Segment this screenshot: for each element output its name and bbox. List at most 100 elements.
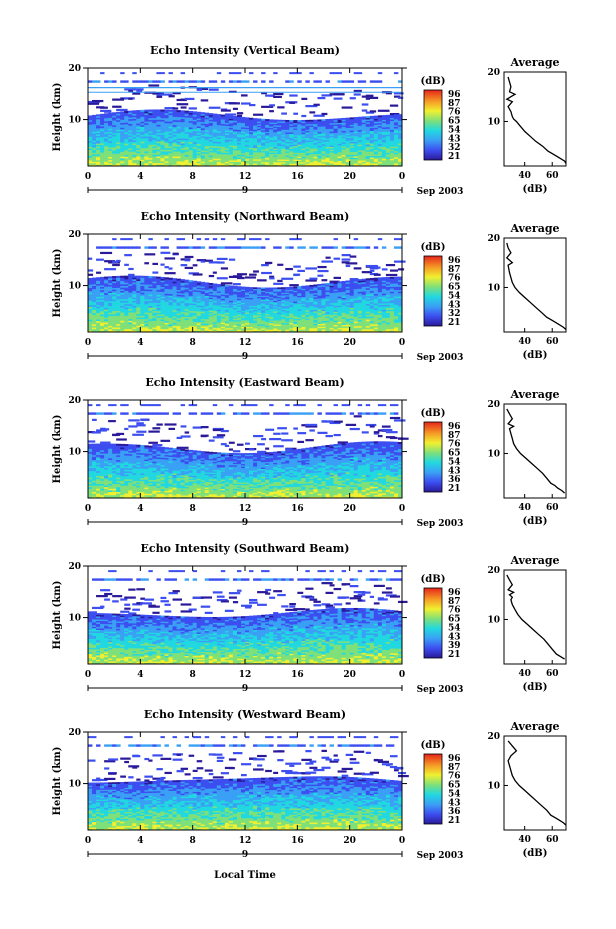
heatmap-cell — [265, 305, 270, 308]
heatmap-cell — [253, 113, 264, 116]
heatmap-cell — [132, 126, 137, 129]
heatmap-cell — [96, 283, 101, 286]
heatmap-cell — [269, 160, 274, 163]
heatmap-cell — [321, 94, 333, 97]
heatmap-cell — [120, 302, 125, 305]
heatmap-cell — [104, 289, 109, 292]
heatmap-cell — [180, 120, 186, 123]
heatmap-cell — [337, 118, 343, 121]
heatmap-cell — [176, 139, 181, 142]
heatmap-cell — [180, 307, 186, 310]
heatmap-cell — [92, 150, 97, 153]
heatmap-cell — [293, 315, 298, 318]
heatmap-cell — [168, 312, 173, 315]
heatmap-cell — [232, 314, 238, 317]
heatmap-cell — [269, 303, 274, 305]
heatmap-cell — [232, 126, 238, 129]
heatmap-cell — [176, 283, 181, 286]
heatmap-cell — [136, 287, 141, 290]
heatmap-cell — [136, 126, 141, 129]
heatmap-cell — [104, 158, 109, 161]
heatmap-cell — [144, 320, 149, 323]
day-label: 9 — [242, 186, 248, 196]
heatmap-cell — [293, 298, 298, 301]
heatmap-cell — [361, 122, 367, 125]
heatmap-cell — [116, 297, 121, 300]
heatmap-cell — [277, 314, 282, 317]
heatmap-cell — [124, 318, 129, 321]
heatmap-cell — [196, 150, 202, 153]
heatmap-cell — [273, 135, 278, 138]
heatmap-cell — [192, 309, 198, 312]
heatmap-cell — [212, 118, 218, 121]
heatmap-cell — [249, 143, 254, 146]
heatmap-cell — [305, 141, 310, 144]
heatmap-cell — [156, 139, 161, 142]
heatmap-cell — [285, 159, 290, 161]
heatmap-cell — [305, 122, 310, 125]
heatmap-cell — [245, 130, 250, 133]
heatmap-cell — [361, 147, 367, 149]
heatmap-cell — [301, 289, 306, 292]
heatmap-cell — [92, 114, 97, 117]
heatmap-cell — [192, 148, 198, 151]
heatmap-cell — [132, 293, 137, 296]
heatmap-cell — [120, 315, 125, 318]
heatmap-cell — [196, 116, 202, 119]
heatmap-cell — [245, 160, 250, 163]
heatmap-cell — [257, 131, 262, 133]
heatmap-cell — [269, 127, 274, 130]
heatmap-cell — [104, 279, 109, 282]
heatmap-cell — [152, 161, 157, 164]
heatmap-cell — [228, 299, 234, 301]
heatmap-cell — [228, 118, 234, 121]
heatmap-cell — [289, 314, 294, 317]
heatmap-cell — [164, 314, 169, 317]
heatmap-cell — [253, 144, 258, 147]
heatmap-cell — [261, 328, 266, 330]
heatmap-cell — [184, 288, 190, 291]
heatmap-cell — [285, 320, 290, 322]
heatmap-cell — [92, 307, 97, 310]
heatmap-cell — [152, 132, 157, 135]
heatmap-cell — [152, 309, 157, 312]
heatmap-cell — [325, 159, 330, 161]
heatmap-cell — [317, 134, 322, 137]
heatmap-cell — [301, 321, 306, 323]
heatmap-cell — [232, 132, 238, 135]
heatmap-cell — [172, 312, 177, 315]
heatmap-cell — [228, 140, 234, 143]
heatmap-cell — [305, 290, 310, 293]
heatmap-cell — [116, 108, 128, 112]
heatmap-cell — [124, 128, 129, 131]
heatmap-cell — [88, 322, 93, 325]
heatmap-cell — [385, 128, 391, 131]
heatmap-cell — [325, 80, 330, 83]
heatmap-cell — [160, 137, 165, 140]
heatmap-cell — [301, 159, 306, 161]
heatmap-cell — [261, 139, 266, 142]
heatmap-cell — [232, 293, 238, 296]
heatmap-cell — [164, 315, 169, 318]
heatmap-cell — [293, 128, 298, 130]
heatmap-cell — [132, 317, 137, 320]
heatmap-cell — [148, 297, 153, 300]
heatmap-cell — [345, 151, 351, 154]
heatmap-cell — [289, 286, 294, 289]
heatmap-cell — [349, 123, 355, 125]
heatmap-cell — [341, 151, 347, 154]
heatmap-cell — [333, 152, 338, 154]
heatmap-cell — [136, 305, 141, 308]
heatmap-cell — [305, 329, 310, 332]
heatmap-cell — [257, 300, 262, 303]
heatmap-cell — [116, 153, 121, 156]
heatmap-cell — [309, 304, 314, 307]
heatmap-cell — [88, 128, 93, 131]
heatmap-cell — [357, 158, 363, 161]
heatmap-cell — [277, 325, 282, 328]
heatmap-cell — [140, 310, 145, 313]
heatmap-cell — [253, 163, 258, 165]
heatmap-cell — [168, 314, 173, 317]
heatmap-cell — [160, 114, 165, 117]
heatmap-cell — [273, 152, 278, 155]
